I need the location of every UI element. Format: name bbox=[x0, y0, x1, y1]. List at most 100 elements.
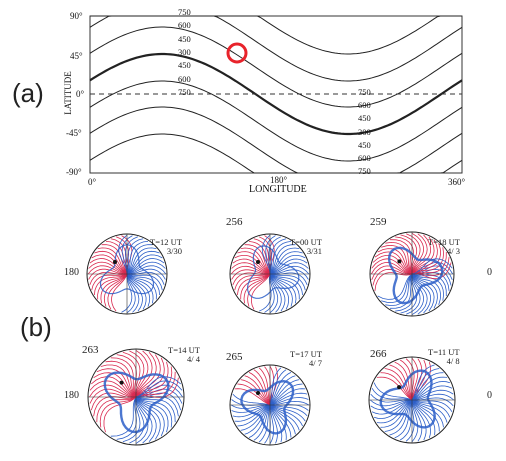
blue-field-line bbox=[411, 273, 431, 314]
blue-field-line bbox=[121, 235, 133, 275]
red-field-line bbox=[251, 273, 271, 310]
blue-field-line bbox=[381, 273, 413, 304]
contour-label: 750 bbox=[358, 166, 371, 176]
blue-field-line bbox=[126, 238, 144, 275]
map-time-date-label: T=00 UT 3/31 bbox=[290, 237, 322, 256]
red-field-line bbox=[371, 258, 413, 275]
contour-label: 450 bbox=[358, 140, 371, 150]
red-field-line bbox=[129, 350, 145, 398]
blue-field-line bbox=[126, 265, 167, 275]
red-field-line bbox=[411, 239, 438, 275]
red-field-line bbox=[135, 366, 173, 398]
blue-field-line bbox=[411, 376, 448, 401]
blue-field-line bbox=[126, 273, 151, 307]
blue-field-line bbox=[126, 268, 166, 280]
disk-outline bbox=[86, 233, 168, 315]
blue-field-line bbox=[135, 376, 181, 398]
blue-field-line bbox=[126, 273, 163, 291]
map-time-date-label: T=18 UT 4/ 3 bbox=[428, 237, 460, 256]
blue-field-line bbox=[269, 273, 300, 300]
blue-field-line bbox=[269, 404, 292, 438]
blue-field-line bbox=[269, 273, 286, 312]
red-field-line bbox=[247, 273, 271, 307]
blue-field-line bbox=[269, 372, 292, 406]
blue-field-line bbox=[135, 384, 183, 398]
x-axis-label: LONGITUDE bbox=[249, 184, 307, 195]
blue-field-line bbox=[411, 372, 444, 401]
red-field-line bbox=[116, 354, 137, 398]
contour-line bbox=[89, 15, 463, 82]
blue-field-line bbox=[370, 399, 413, 407]
blue-field-line bbox=[126, 273, 140, 313]
red-field-line bbox=[89, 384, 137, 398]
longitude-label-left: 180 bbox=[64, 267, 79, 278]
blue-field-line bbox=[411, 399, 451, 418]
red-field-line bbox=[411, 243, 442, 275]
blue-field-line bbox=[258, 404, 271, 443]
position-dot bbox=[256, 391, 260, 395]
red-field-line bbox=[411, 358, 419, 401]
red-field-line bbox=[97, 247, 128, 275]
blue-field-line bbox=[269, 404, 308, 417]
blue-field-line bbox=[411, 399, 423, 442]
red-field-line bbox=[135, 377, 179, 398]
red-field-line bbox=[234, 255, 271, 275]
contour-label: 600 bbox=[178, 74, 191, 84]
blue-field-line bbox=[411, 273, 442, 305]
blue-field-line bbox=[126, 273, 157, 300]
blue-field-line bbox=[269, 255, 306, 275]
map-time-date-label: T=17 UT 4/ 7 bbox=[290, 349, 322, 368]
blue-field-line bbox=[269, 238, 287, 275]
x-tick-0: 0° bbox=[88, 177, 97, 187]
blue-field-line bbox=[116, 396, 137, 440]
red-field-line bbox=[93, 372, 137, 398]
blue-field-line bbox=[118, 234, 128, 275]
blue-field-line bbox=[126, 273, 143, 312]
blue-field-line bbox=[253, 404, 271, 441]
contour-label: 450 bbox=[358, 113, 371, 123]
blue-field-line bbox=[269, 273, 303, 296]
blue-field-line bbox=[269, 392, 308, 406]
blue-field-line bbox=[269, 383, 303, 406]
red-field-line bbox=[232, 272, 271, 286]
red-field-line bbox=[234, 273, 271, 291]
polar-map-4 bbox=[87, 348, 185, 446]
red-field-line bbox=[135, 352, 157, 398]
blue-field-line bbox=[135, 396, 179, 417]
red-field-line bbox=[135, 354, 161, 398]
longitude-label-right: 0 bbox=[487, 267, 492, 278]
polar-map-3 bbox=[369, 231, 455, 317]
y-tick-0: 0° bbox=[76, 89, 85, 99]
blue-field-line bbox=[129, 396, 145, 444]
blue-field-line bbox=[126, 241, 149, 275]
red-field-line bbox=[231, 262, 271, 275]
blue-field-line bbox=[411, 399, 453, 413]
red-field-line bbox=[87, 265, 128, 275]
blue-field-line bbox=[377, 273, 413, 300]
red-field-line bbox=[237, 251, 271, 275]
contour-line bbox=[90, 15, 462, 55]
red-field-line bbox=[105, 241, 128, 275]
map-time-date-label: T=14 UT 4/ 4 bbox=[168, 345, 200, 364]
contour-label: 300 bbox=[358, 127, 371, 137]
red-field-line bbox=[91, 254, 128, 275]
blue-field-line bbox=[269, 379, 300, 406]
position-dot bbox=[113, 260, 117, 264]
map-rotation-number: 256 bbox=[226, 216, 243, 228]
red-field-line bbox=[103, 273, 128, 307]
red-field-line bbox=[88, 268, 128, 280]
blue-field-line bbox=[411, 273, 435, 312]
disk-outline bbox=[368, 356, 456, 444]
red-field-line bbox=[381, 244, 413, 275]
blue-field-line bbox=[380, 399, 413, 428]
blue-field-line bbox=[269, 247, 300, 275]
blue-field-line bbox=[269, 273, 297, 304]
blue-field-line bbox=[269, 369, 287, 406]
red-field-line bbox=[135, 361, 169, 398]
position-dot bbox=[256, 260, 260, 264]
blue-field-line bbox=[269, 272, 308, 286]
blue-field-line bbox=[411, 389, 454, 401]
red-field-line bbox=[93, 396, 137, 417]
red-field-line bbox=[258, 367, 271, 406]
x-tick-180: 180° bbox=[270, 175, 288, 185]
